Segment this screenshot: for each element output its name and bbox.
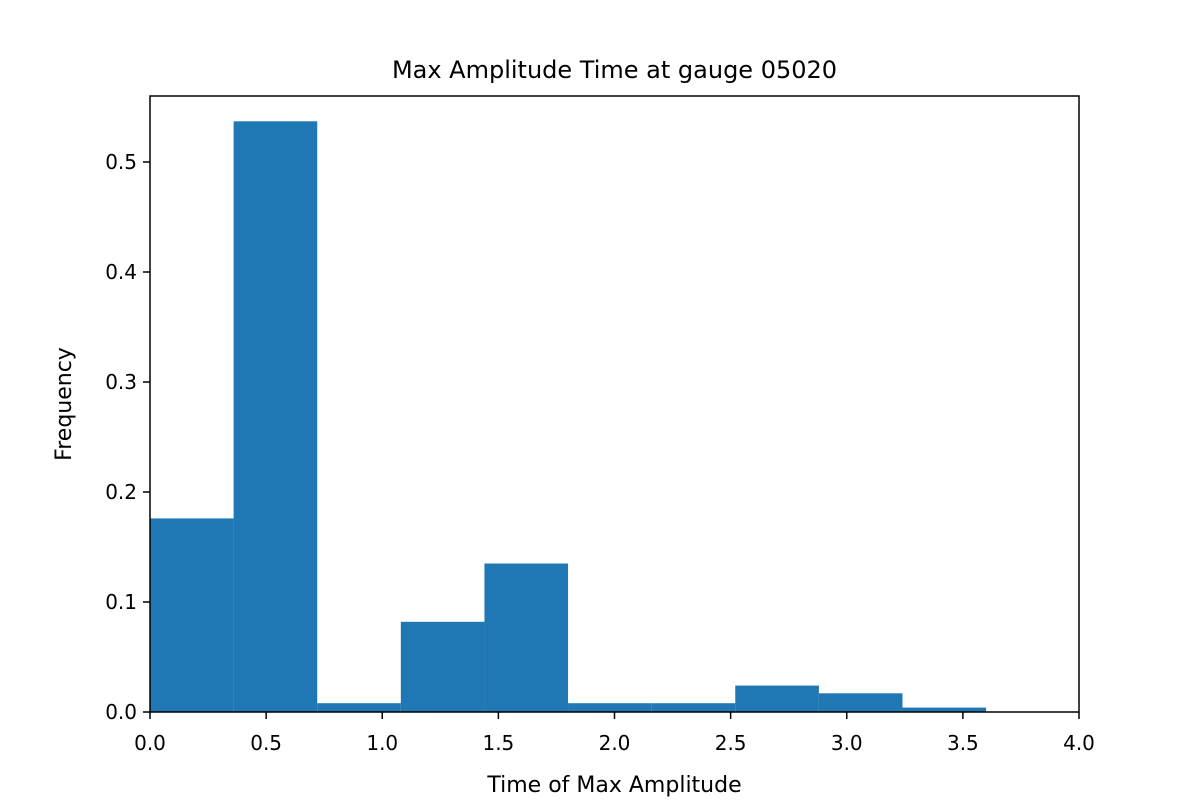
x-tick-label: 0.0 — [134, 731, 166, 755]
histogram-bar — [233, 121, 318, 713]
histogram-bar — [317, 703, 401, 712]
bars — [150, 121, 987, 713]
y-tick-label: 0.1 — [105, 590, 137, 614]
x-tick-label: 3.0 — [831, 731, 863, 755]
x-tick-label: 2.5 — [715, 731, 747, 755]
x-axis-ticks: 0.0 0.5 1.0 1.5 2.0 2.5 3.0 3.5 4.0 — [134, 712, 1095, 755]
chart-title: Max Amplitude Time at gauge 05020 — [392, 56, 837, 84]
x-tick-label: 2.0 — [599, 731, 631, 755]
x-tick-label: 1.0 — [366, 731, 398, 755]
histogram-bar — [150, 518, 234, 712]
y-tick-label: 0.3 — [105, 370, 137, 394]
x-tick-label: 1.5 — [482, 731, 514, 755]
plot-area-frame — [149, 95, 1080, 713]
y-tick-label: 0.2 — [105, 480, 137, 504]
histogram-bar — [902, 707, 987, 712]
x-tick-label: 3.5 — [947, 731, 979, 755]
y-tick-label: 0.0 — [105, 700, 137, 724]
histogram-bar — [651, 703, 736, 712]
x-axis-label: Time of Max Amplitude — [486, 773, 741, 798]
y-tick-label: 0.5 — [105, 150, 137, 174]
histogram-bar — [568, 703, 652, 712]
histogram-bar — [484, 563, 569, 712]
y-axis-label: Frequency — [52, 347, 77, 461]
y-tick-label: 0.4 — [105, 260, 137, 284]
y-axis-ticks: 0.0 0.1 0.2 0.3 0.4 0.5 — [105, 150, 150, 724]
x-tick-label: 4.0 — [1063, 731, 1095, 755]
x-tick-label: 0.5 — [250, 731, 282, 755]
histogram-bar — [818, 693, 903, 712]
histogram-bar — [735, 685, 819, 712]
histogram-bar — [400, 621, 485, 712]
